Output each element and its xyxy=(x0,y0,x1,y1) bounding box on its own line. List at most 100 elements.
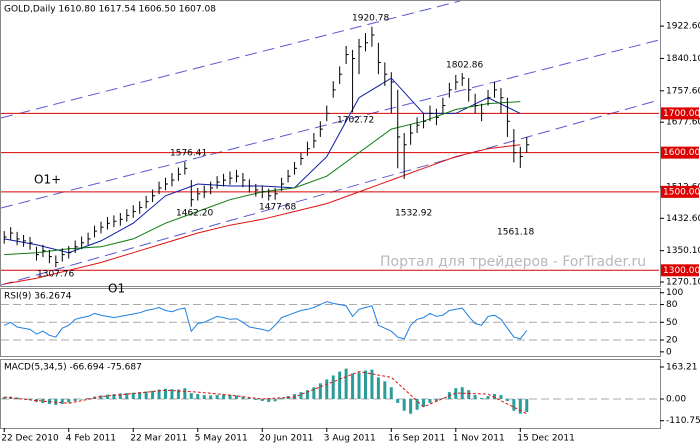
y-tick-label: 50 xyxy=(666,318,678,328)
macd-frame xyxy=(0,359,661,429)
macd-bar xyxy=(118,393,122,399)
y-tick-label: 1757.60 xyxy=(666,86,700,96)
annotation: 1477.68 xyxy=(259,203,296,213)
chart-title: GOLD,Daily 1610.80 1617.54 1606.50 1607.… xyxy=(4,5,216,15)
macd-bar xyxy=(131,392,135,399)
macd-bar xyxy=(273,398,277,402)
macd-bar xyxy=(80,398,84,400)
annotation: 1532.92 xyxy=(395,209,432,219)
annotation: 1307.76 xyxy=(37,270,74,280)
macd-bar xyxy=(228,395,232,399)
y-tick-label: 0 xyxy=(666,347,672,357)
main-frame xyxy=(0,0,661,287)
x-tick-label: 5 May 2011 xyxy=(195,434,248,444)
macd-bar xyxy=(22,398,26,400)
macd-bar xyxy=(499,395,503,399)
macd-bar xyxy=(202,395,206,399)
macd-bar xyxy=(422,398,426,407)
macd-bar xyxy=(344,368,348,399)
macd-bar xyxy=(41,398,45,403)
macd-bar xyxy=(428,398,432,403)
x-tick-label: 20 Jun 2011 xyxy=(259,434,313,444)
annotation: 1702.72 xyxy=(337,116,374,126)
y-tick-label: 1840.10 xyxy=(666,54,700,64)
macd-bar xyxy=(441,398,445,399)
macd-bar xyxy=(460,387,464,399)
level-badge xyxy=(661,146,699,159)
macd-bar xyxy=(86,398,90,399)
x-tick-label: 16 Sep 2011 xyxy=(388,434,445,444)
y-tick-label: -110.751 xyxy=(666,416,700,426)
macd-bar xyxy=(99,395,103,399)
moving-average xyxy=(4,144,521,285)
macd-bar xyxy=(164,388,167,399)
y-tick-label: 1270.10 xyxy=(666,278,700,288)
x-tick-label: 22 Mar 2011 xyxy=(130,434,187,444)
level-badge xyxy=(661,264,699,277)
macd-bar xyxy=(389,387,393,399)
y-tick-label: 1677.60 xyxy=(666,118,700,128)
macd-bar xyxy=(299,392,303,399)
macd-title: MACD(5,34,5) -66.694 -75.687 xyxy=(4,363,142,373)
macd-bar xyxy=(112,394,116,399)
macd-bar xyxy=(241,396,245,399)
annotation: 1802.86 xyxy=(446,61,483,71)
macd-bar xyxy=(67,398,71,403)
macd-bar xyxy=(312,387,316,399)
macd-bar xyxy=(467,390,471,399)
y-tick-label: 0.00 xyxy=(666,394,686,404)
macd-bar xyxy=(338,371,342,399)
macd-bar xyxy=(209,395,213,399)
macd-bar xyxy=(144,391,148,399)
annotation: 1561.18 xyxy=(497,228,534,238)
macd-bar xyxy=(105,394,109,399)
channel-middle xyxy=(0,39,660,209)
macd-bar xyxy=(370,369,374,399)
macd-bar xyxy=(189,393,193,399)
macd-bar xyxy=(170,389,174,399)
macd-bar xyxy=(434,398,438,401)
macd-bar xyxy=(183,388,187,399)
macd-bar xyxy=(254,398,258,400)
y-tick-label: 80 xyxy=(666,300,678,310)
macd-bar xyxy=(157,389,161,399)
macd-bar xyxy=(376,377,380,399)
macd-bar xyxy=(512,398,516,411)
macd-bar xyxy=(234,395,238,399)
macd-bar xyxy=(138,392,142,399)
macd-bar xyxy=(409,398,413,414)
macd-bar xyxy=(196,394,200,399)
macd-bar xyxy=(396,398,400,403)
channel-lower xyxy=(0,99,660,286)
macd-bar xyxy=(505,398,509,401)
level-label: 1300.00 xyxy=(663,266,700,276)
macd-bar xyxy=(125,393,129,399)
macd-bar xyxy=(176,389,180,399)
macd-bar xyxy=(518,398,522,414)
macd-bar xyxy=(60,398,64,404)
signal-line xyxy=(4,371,528,415)
macd-bar xyxy=(331,375,335,399)
macd-bar xyxy=(280,398,284,399)
x-tick-label: 22 Dec 2010 xyxy=(1,434,59,444)
macd-bar xyxy=(486,396,490,399)
y-tick-label: 20 xyxy=(666,336,678,346)
macd-bar xyxy=(151,390,155,399)
macd-bar xyxy=(473,395,477,399)
macd-bar xyxy=(73,398,77,401)
macd-bar xyxy=(480,398,484,399)
macd-bar xyxy=(247,398,251,399)
macd-bar xyxy=(215,395,219,399)
macd-bar xyxy=(415,398,419,410)
macd-bar xyxy=(325,379,329,399)
y-tick-label: 163.21 xyxy=(666,363,698,373)
annotation: O1+ xyxy=(34,173,61,187)
macd-bar xyxy=(351,373,355,399)
macd-bar xyxy=(305,390,309,399)
macd-bar xyxy=(525,398,529,413)
macd-bar xyxy=(260,398,264,401)
level-badge xyxy=(661,185,699,198)
macd-bar xyxy=(357,372,361,399)
macd-bar xyxy=(222,394,226,399)
annotation: 1576.41 xyxy=(170,149,207,159)
